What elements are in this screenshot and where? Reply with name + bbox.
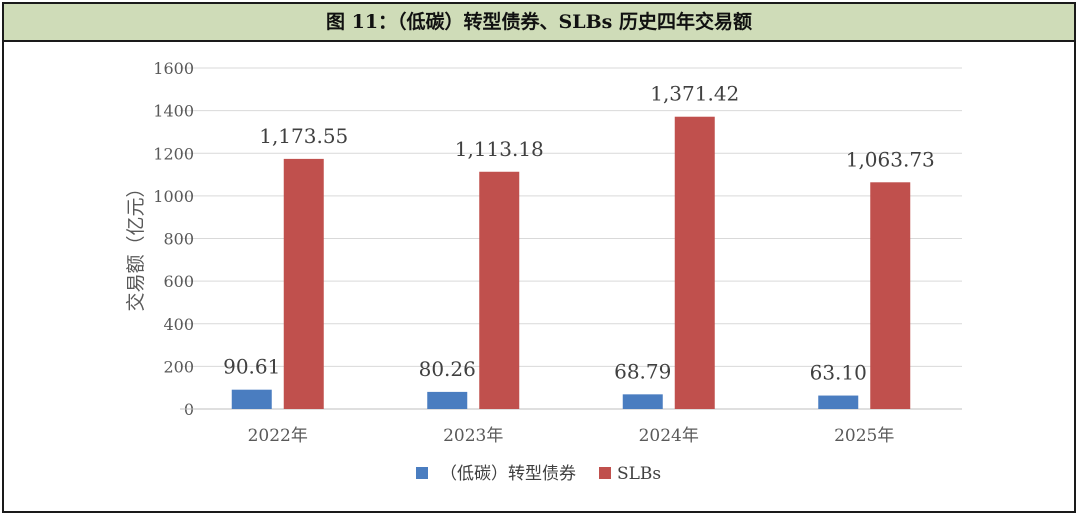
bar-transition-bond-1 — [231, 389, 272, 409]
y-tick-label: 1600 — [153, 59, 194, 78]
y-tick-label: 1000 — [153, 187, 194, 206]
x-tick-label: 2024年 — [639, 426, 699, 446]
data-label: 80.26 — [419, 357, 476, 381]
bar-transition-bond-3 — [622, 394, 663, 409]
x-tick-label: 2025年 — [834, 426, 894, 446]
data-label: 1,173.55 — [259, 124, 348, 148]
data-label: 1,113.18 — [455, 137, 544, 161]
data-label: 1,371.42 — [650, 82, 739, 106]
x-axis-ticks: 2022年 2023年 2024年 2025年 — [248, 426, 895, 446]
y-tick-label: 400 — [163, 315, 194, 334]
data-labels: 90.61 1,173.55 80.26 1,113.18 68.79 1,371.42 6… — [223, 82, 935, 385]
data-label: 68.79 — [614, 359, 671, 383]
bar-transition-bond-2 — [427, 391, 468, 409]
legend-swatch — [416, 467, 428, 479]
y-tick-label: 600 — [163, 272, 194, 291]
y-tick-label: 1200 — [153, 144, 194, 163]
y-tick-label: 800 — [163, 230, 194, 249]
y-tick-label: 200 — [163, 357, 194, 376]
bar-slb-4 — [870, 182, 911, 409]
figure-title: 图 11：（低碳）转型债券、SLBs 历史四年交易额 — [4, 4, 1074, 42]
x-tick-label: 2023年 — [443, 426, 503, 446]
legend-swatch — [599, 467, 611, 479]
legend-label: （低碳）转型债券 — [440, 464, 576, 484]
data-label: 63.10 — [810, 361, 867, 385]
bars — [231, 116, 911, 409]
y-tick-label: 1400 — [153, 102, 194, 121]
bar-slb-1 — [283, 158, 324, 409]
data-label: 90.61 — [223, 355, 280, 379]
legend: （低碳）转型债券 SLBs — [416, 464, 661, 484]
bar-slb-3 — [674, 116, 715, 409]
x-tick-label: 2022年 — [248, 426, 308, 446]
y-axis-label: 交易额（亿元） — [125, 178, 147, 311]
bar-transition-bond-4 — [818, 395, 859, 409]
legend-label: SLBs — [617, 464, 661, 484]
data-label: 1,063.73 — [846, 147, 935, 171]
bar-slb-2 — [479, 171, 520, 409]
